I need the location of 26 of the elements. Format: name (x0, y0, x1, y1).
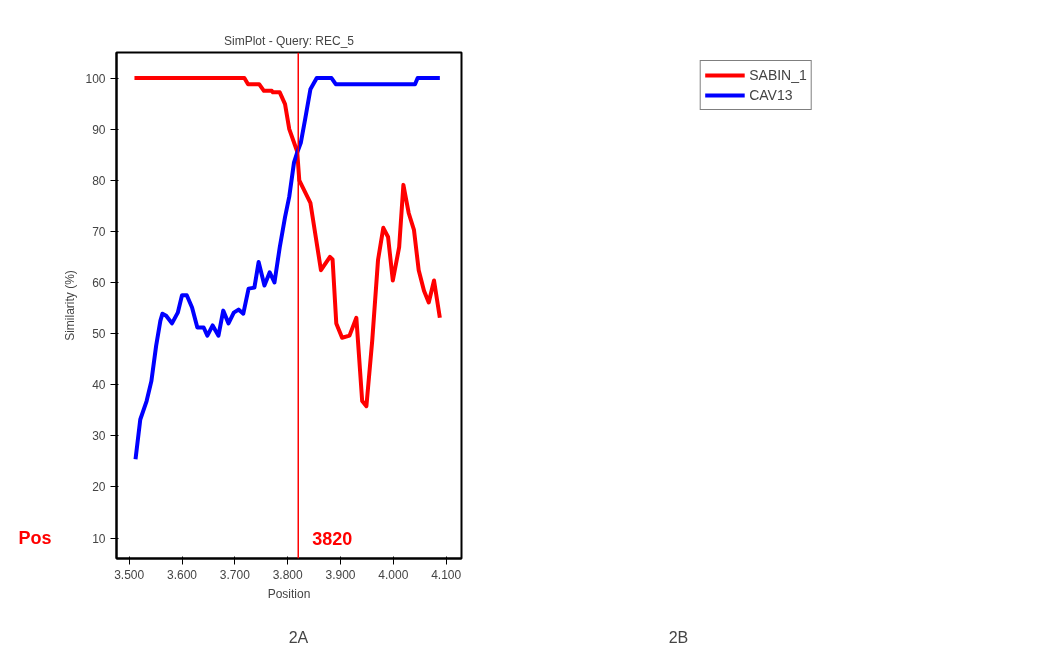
y-tick-label: 40 (92, 378, 106, 393)
y-tick-label: 100 (85, 71, 106, 86)
text: 2B (668, 629, 689, 646)
x-tick-label: 4.000 (378, 567, 409, 582)
text: 2A (288, 629, 309, 646)
y-tick-label: 80 (92, 173, 106, 188)
y-tick-label: 70 (92, 224, 106, 239)
legend-label: SABIN_1 (749, 67, 807, 83)
ref-line-label: 3820 (312, 528, 353, 549)
y-tick-label: 10 (92, 531, 106, 546)
x-tick-label: 3.800 (272, 567, 304, 582)
y-tick-label: 30 (92, 429, 106, 444)
y-axis-title: Similarity (%) (63, 270, 78, 341)
x-axis-title: Position (267, 586, 311, 601)
text: Pos (18, 528, 52, 549)
y-tick-label: 50 (92, 327, 106, 342)
x-tick-label: 3.900 (325, 567, 356, 582)
legend-label: CAV13 (749, 87, 793, 103)
x-tick-label: 4.100 (431, 567, 462, 582)
x-tick-label: 3.600 (167, 567, 198, 582)
x-tick-label: 3.700 (219, 567, 251, 582)
y-tick-label: 20 (92, 480, 106, 495)
y-tick-label: 90 (92, 122, 106, 137)
y-tick-label: 60 (92, 276, 106, 290)
x-tick-label: 3.500 (114, 567, 145, 582)
chart-title: SimPlot - Query: REC_5 (223, 33, 355, 48)
